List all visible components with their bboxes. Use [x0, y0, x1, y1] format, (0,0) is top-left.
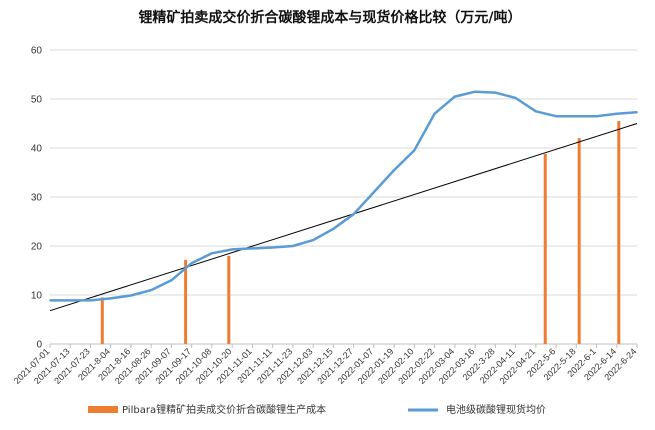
line-point [393, 169, 395, 171]
line-point [332, 228, 335, 230]
line-point [352, 213, 355, 215]
legend-swatch-bar [88, 406, 118, 413]
line-point [595, 115, 598, 117]
line-point [575, 115, 578, 117]
bar [543, 153, 547, 344]
line-point [433, 112, 436, 115]
line-point [130, 294, 132, 297]
line-point [150, 289, 153, 291]
line-point [109, 297, 112, 300]
line-point [555, 115, 557, 117]
y-tick-label: 0 [36, 340, 42, 351]
line-point [231, 248, 233, 251]
line-point [534, 110, 537, 113]
line-point [494, 91, 497, 94]
y-tick-label: 20 [31, 242, 43, 253]
line-point [413, 149, 416, 152]
line-path [50, 90, 638, 302]
line-point [49, 299, 51, 302]
legend-label-bar: Pilbara锂精矿拍卖成交价折合碳酸锂生产成本 [122, 403, 326, 416]
line-point [454, 95, 456, 98]
line-point [69, 299, 72, 302]
line-point [211, 252, 213, 255]
y-axis-ticks: 0 10 20 30 40 50 60 [31, 46, 43, 351]
bar [100, 297, 104, 344]
series-line [49, 90, 638, 302]
line-point [514, 97, 517, 99]
x-axis-ticks: 2021-07-012021-07-132021-07-232021-8-042… [12, 344, 638, 386]
bar [227, 255, 231, 344]
y-tick-label: 10 [31, 291, 43, 302]
y-tick-label: 40 [31, 144, 43, 155]
y-tick-label: 50 [31, 95, 43, 106]
line-point [312, 239, 314, 241]
bar [577, 138, 581, 344]
grid [50, 49, 637, 345]
line-point [615, 112, 618, 115]
line-point [271, 246, 274, 249]
line-point [190, 262, 193, 264]
line-point [636, 111, 638, 114]
line-point [474, 90, 476, 93]
line-point [373, 191, 375, 193]
legend: Pilbara锂精矿拍卖成交价折合碳酸锂生产成本 电池级碳酸锂现货均价 [88, 403, 546, 416]
bar [184, 259, 188, 344]
chart-title: 锂精矿拍卖成交价折合碳酸锂成本与现货价格比较（万元/吨） [138, 9, 521, 26]
trendline [49, 123, 638, 312]
line-point [251, 247, 254, 250]
bars [100, 121, 621, 344]
bar [617, 121, 621, 344]
y-tick-label: 30 [31, 193, 43, 204]
line-point [89, 299, 92, 302]
trendline-path [49, 123, 638, 312]
legend-label-line: 电池级碳酸锂现货均价 [446, 403, 546, 416]
y-tick-label: 60 [31, 46, 43, 57]
line-point [170, 279, 173, 282]
line-point [292, 245, 294, 247]
